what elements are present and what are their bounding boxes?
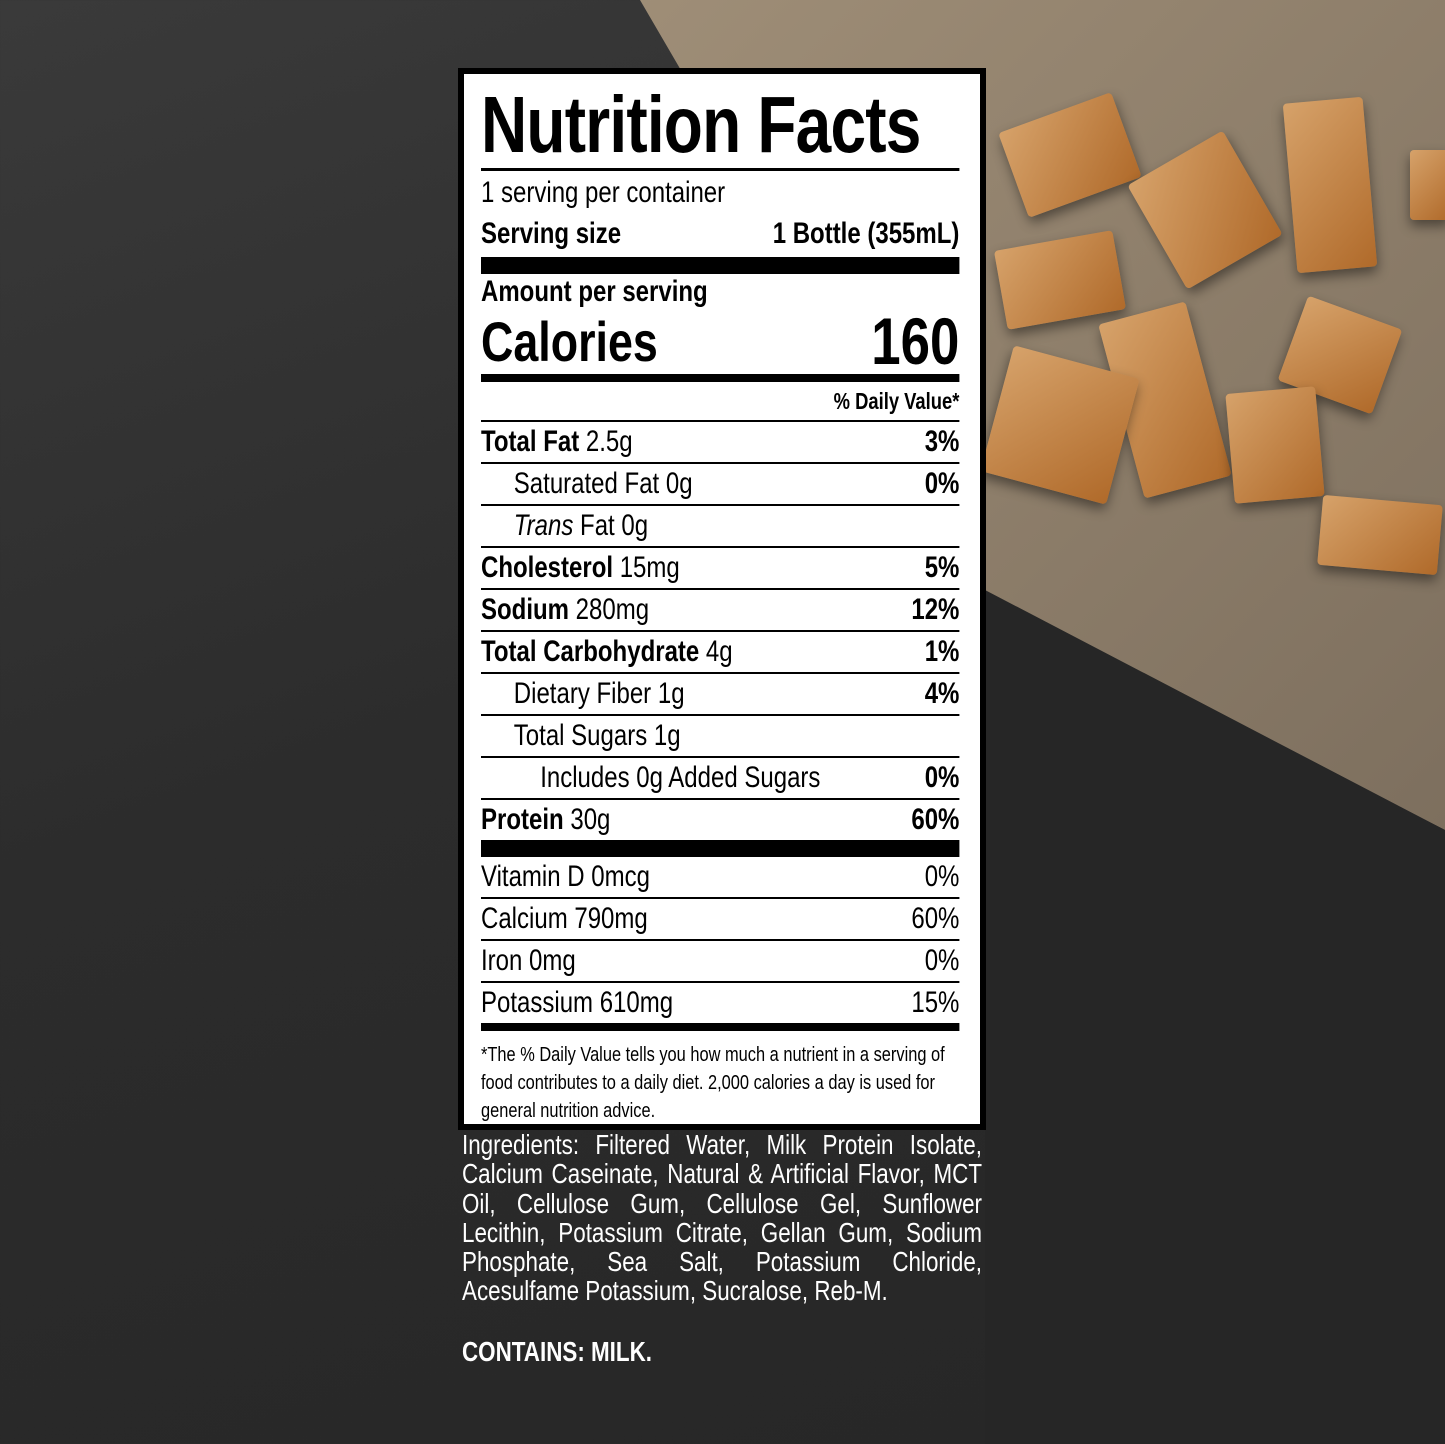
daily-value-header: % Daily Value* (481, 382, 960, 420)
allergen-statement: CONTAINS: MILK. (462, 1336, 652, 1367)
nutrient-amount: 30g (570, 803, 611, 836)
medium-divider (481, 1023, 960, 1031)
nutrient-row-saturated-fat: Saturated Fat 0g 0% (481, 464, 960, 506)
nutrient-name: Saturated Fat (513, 467, 660, 500)
nutrient-amount: 0g (665, 467, 693, 500)
medium-divider (481, 374, 960, 382)
nutrient-row-trans-fat: Trans Fat 0g (481, 506, 960, 548)
servings-text: 1 serving per container (481, 176, 726, 209)
nutrient-name: Total Carbohydrate (481, 635, 700, 668)
caramel-piece (1225, 386, 1325, 504)
caramel-piece (1410, 150, 1445, 220)
vitamin-row-iron: Iron 0mg 0% (481, 941, 960, 983)
nutrient-name: Protein (481, 803, 564, 836)
nutrient-dv: 1% (924, 635, 960, 668)
divider (481, 420, 960, 422)
nutrient-amount: 4g (705, 635, 733, 668)
divider (481, 168, 960, 171)
vitamin-row-calcium: Calcium 790mg 60% (481, 899, 960, 941)
nutrient-amount: 15mg (619, 551, 680, 584)
nutrient-name: Trans (513, 509, 574, 542)
nutrition-facts-label: Nutrition Facts 1 serving per container … (458, 68, 986, 1130)
vitamin-dv: 0% (924, 944, 960, 977)
nutrient-name: Total Fat (481, 425, 580, 458)
nutrient-amount: 280mg (575, 593, 650, 626)
daily-value-header-text: % Daily Value* (833, 387, 960, 414)
vitamin-text: Calcium 790mg (481, 902, 648, 935)
caramel-piece (1317, 494, 1443, 576)
nutrient-dv: 4% (924, 677, 960, 710)
nutrient-amount: 2.5g (585, 425, 633, 458)
thick-divider (481, 840, 960, 857)
calories-label: Calories (481, 309, 658, 373)
nutrient-dv: 0% (924, 467, 960, 500)
nutrient-row-added-sugars: Includes 0g Added Sugars 0% (481, 758, 960, 800)
serving-size-label: Serving size (481, 217, 622, 250)
nutrient-row-cholesterol: Cholesterol 15mg 5% (481, 548, 960, 590)
amount-per-serving: Amount per serving (481, 274, 959, 310)
nutrient-dv: 12% (911, 593, 960, 626)
nutrient-amount: 1g (657, 677, 685, 710)
calories-row: Calories 160 (481, 304, 959, 378)
nutrient-name: Dietary Fiber (513, 677, 652, 710)
nutrient-name: Includes 0g Added Sugars (540, 761, 821, 794)
vitamin-text: Potassium 610mg (481, 986, 674, 1019)
vitamin-row-vitamin-d: Vitamin D 0mcg 0% (481, 857, 960, 899)
nutrient-row-dietary-fiber: Dietary Fiber 1g 4% (481, 674, 960, 716)
serving-size-value: 1 Bottle (355mL) (772, 217, 960, 250)
serving-size-row: Serving size 1 Bottle (355mL) (481, 213, 959, 255)
daily-value-footnote: *The % Daily Value tells you how much a … (481, 1043, 945, 1122)
nutrient-dv: 0% (924, 761, 960, 794)
caramel-piece (1282, 96, 1378, 274)
vitamin-row-potassium: Potassium 610mg 15% (481, 983, 959, 1023)
vitamin-text: Vitamin D 0mcg (481, 860, 650, 893)
nutrient-name: Sodium (481, 593, 569, 626)
ingredients-text: Ingredients: Filtered Water, Milk Protei… (462, 1129, 982, 1307)
nutrient-row-protein: Protein 30g 60% (481, 800, 959, 840)
vitamin-dv: 15% (911, 986, 960, 1019)
nutrient-name: Cholesterol (481, 551, 614, 584)
nutrient-row-total-carbohydrate: Total Carbohydrate 4g 1% (481, 632, 960, 674)
servings-per-container: 1 serving per container (481, 173, 959, 213)
nutrient-row-total-fat: Total Fat 2.5g 3% (481, 422, 960, 464)
nutrient-row-total-sugars: Total Sugars 1g (481, 716, 960, 758)
nutrient-dv: 5% (924, 551, 960, 584)
calories-value: 160 (871, 304, 960, 378)
nutrient-amount: 1g (653, 719, 681, 752)
nutrient-dv: 3% (924, 425, 960, 458)
nutrient-amount: Fat 0g (580, 509, 649, 542)
nutrient-row-sodium: Sodium 280mg 12% (481, 590, 960, 632)
vitamin-text: Iron 0mg (481, 944, 576, 977)
label-title: Nutrition Facts (481, 80, 921, 169)
nutrient-dv: 60% (911, 803, 960, 836)
amount-per-serving-text: Amount per serving (481, 275, 708, 308)
thick-divider (481, 257, 960, 274)
vitamin-dv: 0% (924, 860, 960, 893)
vitamin-dv: 60% (911, 902, 960, 935)
nutrient-name: Total Sugars (513, 719, 648, 752)
